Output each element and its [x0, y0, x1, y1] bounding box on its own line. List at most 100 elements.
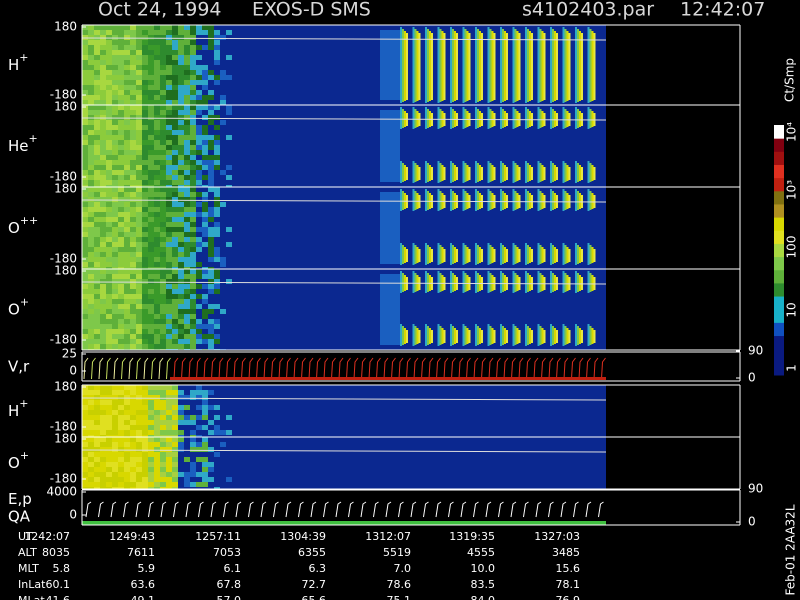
spectrogram-cell	[154, 467, 160, 472]
spectrogram-cell	[172, 242, 178, 247]
spectrogram-cell	[130, 242, 136, 247]
spectrogram-cell	[454, 165, 456, 181]
spectrogram-cell	[118, 55, 124, 60]
spectrogram-cell	[178, 105, 184, 110]
spectrogram-cell	[100, 100, 106, 105]
spectrogram-cell	[190, 284, 196, 289]
spectrogram-cell	[166, 155, 172, 160]
spectrogram-cell	[106, 390, 112, 395]
spectrogram-cell	[100, 329, 106, 334]
spectrogram-cell	[88, 284, 94, 289]
spectrogram-cell	[112, 467, 118, 472]
spectrogram-cell	[581, 249, 583, 262]
spectrogram-cell	[94, 395, 100, 400]
spectrogram-cell	[160, 185, 166, 187]
spectrogram-cell	[500, 27, 502, 103]
spectrogram-cell	[160, 487, 166, 489]
spectrogram-cell	[202, 222, 208, 227]
spectrogram-cell	[82, 324, 88, 329]
spectrogram-cell	[154, 130, 160, 135]
spectrogram-cell	[94, 442, 100, 447]
colorbar-unit: Ct/Smp	[783, 58, 797, 102]
spectrogram-cell	[100, 232, 106, 237]
spectrogram-cell	[100, 217, 106, 222]
spectrogram-cell	[94, 170, 100, 175]
file: s4102403.par	[522, 0, 654, 21]
spectrogram-cell	[166, 232, 172, 237]
spectrogram-cell	[112, 50, 118, 55]
spectrogram-cell	[552, 326, 554, 345]
spectrogram-cell	[154, 395, 160, 400]
spectrogram-cell	[166, 329, 172, 334]
spectrogram-cell	[184, 339, 190, 344]
spectrogram-cell	[202, 334, 208, 339]
spectrogram-cell	[112, 60, 118, 65]
spectrogram-cell	[106, 487, 112, 489]
spectrogram-cell	[452, 191, 454, 210]
spectrogram-cell	[541, 247, 544, 263]
spectrogram-cell	[136, 472, 142, 477]
spectrogram-cell	[136, 105, 142, 110]
spectrogram-cell	[208, 170, 214, 175]
energy-mark	[235, 501, 242, 518]
spectrogram-cell	[178, 165, 184, 170]
spectrogram-cell	[142, 185, 148, 187]
spectrogram-cell	[88, 192, 94, 197]
spectrogram-cell	[148, 170, 154, 175]
spectrogram-cell	[202, 447, 208, 452]
spectrogram-cell	[88, 55, 94, 60]
spectrogram-cell	[220, 430, 226, 435]
spectrogram-cell	[148, 299, 154, 304]
spectrogram-cell	[118, 105, 124, 110]
spectrogram-cell	[512, 107, 515, 129]
spectrogram-cell	[130, 457, 136, 462]
spectrogram-cell	[575, 107, 577, 129]
spectrogram-cell	[136, 50, 142, 55]
spectrogram-cell	[178, 55, 184, 60]
spectrogram-cell	[487, 27, 490, 103]
spectrogram-cell	[88, 395, 94, 400]
spectrogram-cell	[166, 115, 172, 120]
energy-mark	[585, 501, 592, 518]
spectrogram-cell	[94, 185, 100, 187]
spectrogram-cell	[136, 192, 142, 197]
velocity-mark	[496, 357, 501, 380]
spectrogram-cell	[160, 217, 166, 222]
spectrogram-cell	[160, 294, 166, 299]
spectrogram-cell	[88, 80, 94, 85]
spectrogram-cell	[82, 304, 88, 309]
spectrogram-cell	[160, 252, 166, 257]
spectrogram-cell	[160, 457, 166, 462]
spectrogram-cell	[516, 275, 519, 291]
spectrogram-cell	[196, 425, 202, 430]
spectrogram-cell	[196, 185, 202, 187]
spectrogram-cell	[136, 269, 142, 274]
spectrogram-cell	[172, 110, 178, 115]
spectrogram-cell	[172, 319, 178, 324]
spectrogram-cell	[130, 405, 136, 410]
spectrogram-cell	[118, 467, 124, 472]
spectrogram-cell	[136, 207, 142, 212]
spectrogram-cell	[82, 410, 88, 415]
spectrogram-cell	[148, 222, 154, 227]
spectrogram-cell	[160, 435, 166, 437]
spectrogram-cell	[136, 187, 142, 192]
spectrogram-cell	[184, 75, 190, 80]
velocity-mark	[196, 357, 201, 380]
spectrogram-cell	[142, 430, 148, 435]
spectrogram-cell	[130, 160, 136, 165]
spectrogram-cell	[178, 160, 184, 165]
spectrogram-cell	[154, 257, 160, 262]
spectrogram-cell	[154, 55, 160, 60]
spectrogram-cell	[100, 487, 106, 489]
spectrogram-cell	[214, 192, 220, 197]
spectrogram-cell	[112, 319, 118, 324]
spectrogram-cell	[118, 425, 124, 430]
spectrogram-cell	[550, 107, 552, 129]
spectrogram-cell	[112, 274, 118, 279]
spectrogram-cell	[166, 125, 172, 130]
spectrogram-cell	[208, 35, 214, 40]
spectrogram-cell	[106, 395, 112, 400]
spectrogram-cell	[202, 160, 208, 165]
spectrogram-cell	[190, 55, 196, 60]
